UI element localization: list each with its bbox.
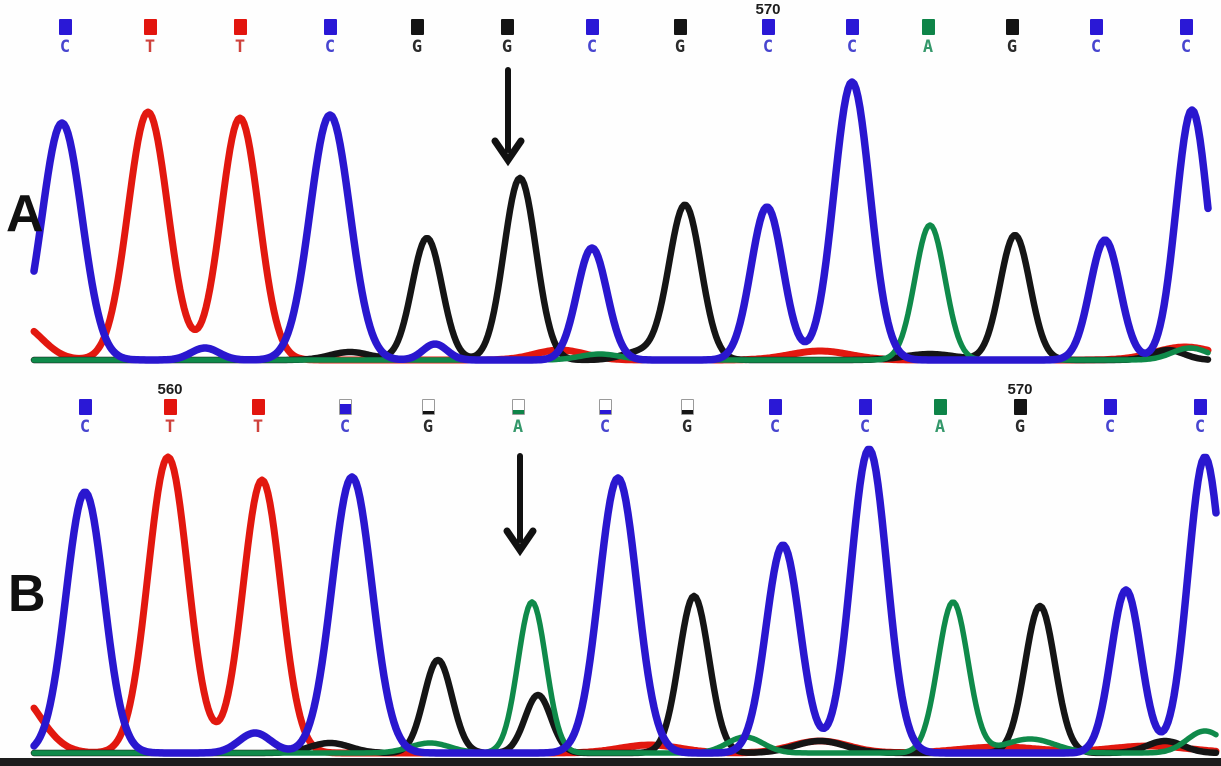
trace-C-panel-a — [30, 78, 1212, 364]
quality-square — [769, 399, 782, 415]
quality-bar — [682, 410, 693, 414]
quality-square — [1006, 19, 1019, 35]
quality-square — [59, 19, 72, 35]
quality-square — [1180, 19, 1193, 35]
quality-square — [586, 19, 599, 35]
base-call-letter: A — [512, 417, 524, 437]
base-call-letter: C — [59, 37, 71, 57]
quality-bar — [513, 410, 524, 414]
quality-bar — [600, 410, 611, 414]
quality-square — [234, 19, 247, 35]
base-call-letter: C — [859, 417, 871, 437]
base-call-letter: G — [681, 417, 693, 437]
base-call-letter: C — [586, 37, 598, 57]
bottom-border-bar — [0, 758, 1221, 766]
quality-square — [339, 399, 352, 415]
base-call-letter: C — [324, 37, 336, 57]
quality-square — [1104, 399, 1117, 415]
quality-bar — [423, 411, 434, 414]
base-call-letter: C — [762, 37, 774, 57]
base-call-letter: C — [1104, 417, 1116, 437]
base-call-letter: C — [1180, 37, 1192, 57]
quality-square — [79, 399, 92, 415]
base-call-letter: G — [411, 37, 423, 57]
trace-T-panel-b — [30, 453, 1220, 757]
quality-square — [501, 19, 514, 35]
base-call-letter: T — [234, 37, 246, 57]
quality-square — [859, 399, 872, 415]
quality-square — [681, 399, 694, 415]
position-number: 570 — [755, 1, 781, 18]
quality-square — [144, 19, 157, 35]
mutation-arrow-head — [491, 137, 525, 167]
base-call-letter: C — [1194, 417, 1206, 437]
base-call-letter: C — [769, 417, 781, 437]
position-number: 560 — [157, 381, 183, 398]
quality-square — [762, 19, 775, 35]
quality-square — [1014, 399, 1027, 415]
base-call-letter: G — [1014, 417, 1026, 437]
base-call-letter: T — [144, 37, 156, 57]
quality-square — [674, 19, 687, 35]
base-call-letter: A — [922, 37, 934, 57]
quality-square — [252, 399, 265, 415]
mutation-arrow-head — [503, 527, 537, 557]
quality-square — [922, 19, 935, 35]
panel-b-label: B — [8, 565, 46, 623]
quality-square — [1194, 399, 1207, 415]
base-call-letter: G — [674, 37, 686, 57]
quality-square — [324, 19, 337, 35]
quality-square — [846, 19, 859, 35]
base-call-letter: C — [1090, 37, 1102, 57]
base-call-letter: T — [252, 417, 264, 437]
base-call-letter: C — [599, 417, 611, 437]
base-call-letter: G — [422, 417, 434, 437]
quality-square — [934, 399, 947, 415]
quality-square — [512, 399, 525, 415]
base-call-letter: G — [1006, 37, 1018, 57]
quality-bar — [340, 404, 351, 414]
quality-square — [164, 399, 177, 415]
position-number: 570 — [1007, 381, 1033, 398]
trace-C-panel-b — [30, 445, 1220, 757]
base-call-letter: C — [79, 417, 91, 437]
base-call-letter: C — [846, 37, 858, 57]
quality-square — [599, 399, 612, 415]
quality-square — [422, 399, 435, 415]
base-call-letter: C — [339, 417, 351, 437]
quality-square — [1090, 19, 1103, 35]
base-call-letter: A — [934, 417, 946, 437]
panel-a-label: A — [6, 185, 44, 243]
trace-A-panel-b — [31, 599, 1219, 756]
base-call-letter: G — [501, 37, 513, 57]
quality-square — [411, 19, 424, 35]
base-call-letter: T — [164, 417, 176, 437]
